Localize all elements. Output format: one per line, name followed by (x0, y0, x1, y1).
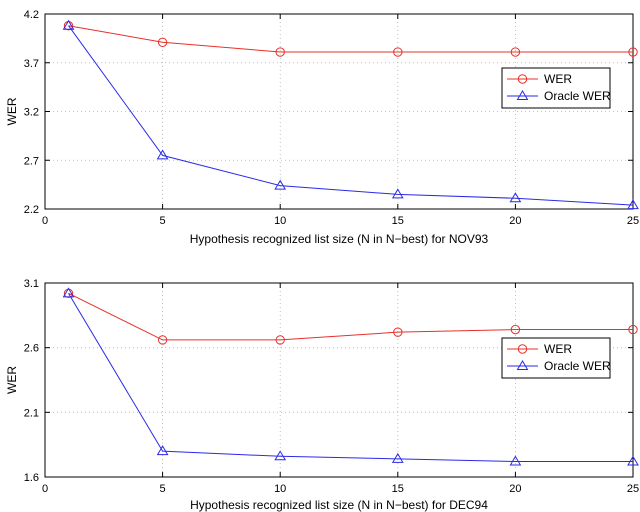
data-point-circle (628, 324, 638, 335)
series-line (68, 293, 633, 462)
data-point-triangle (156, 149, 169, 160)
series-line (68, 25, 634, 206)
data-point-triangle (274, 450, 287, 461)
data-point-circle (275, 335, 285, 345)
x-tick-label: 5 (160, 483, 166, 495)
data-point-circle (393, 47, 403, 57)
data-point-triangle (391, 452, 404, 463)
legend-box (501, 337, 611, 379)
data-point-circle (628, 47, 638, 57)
x-tick-label: 10 (274, 215, 286, 227)
legend-label: WER (544, 342, 572, 356)
data-point-triangle (627, 199, 639, 210)
y-tick-label: 3.2 (24, 107, 39, 119)
legend-label: Oracle WER (544, 89, 611, 103)
series-line (68, 25, 633, 53)
series-oracle-wer (62, 287, 639, 466)
data-point-circle (517, 344, 528, 354)
x-tick-label: 20 (509, 215, 521, 227)
chart-panel-dec94: 0 5 10 15 20 25 1.6 2.1 2.6 3.1 Hypothesis recogni… (5, 278, 639, 512)
y-tick-label: 2.1 (24, 407, 39, 419)
x-tick-label: 10 (274, 483, 286, 495)
x-tick-label: 25 (627, 215, 639, 227)
x-axis-label: Hypothesis recognized list size (N in N−… (190, 232, 489, 246)
series-wer (63, 288, 638, 345)
legend: WER Oracle WER (501, 67, 611, 109)
data-point-triangle (62, 287, 75, 298)
plot-frame (44, 282, 634, 478)
x-tick-label: 20 (509, 483, 521, 495)
legend-box (501, 67, 611, 109)
x-tick-label: 0 (42, 215, 48, 227)
data-point-circle (275, 47, 285, 57)
data-point-circle (393, 327, 403, 337)
data-point-circle (517, 74, 528, 84)
x-tick-label: 15 (392, 215, 404, 227)
chart-panel-nov93: 0 5 10 15 20 25 2.2 2.7 3.2 3.7 4.2 Hypothesis reco… (5, 9, 639, 246)
data-point-triangle (509, 455, 522, 466)
x-axis-label: Hypothesis recognized list size (N in N−… (190, 498, 488, 512)
x-tick-label: 5 (160, 215, 166, 227)
x-tick-label: 15 (392, 483, 404, 495)
series-oracle-wer (62, 19, 639, 210)
data-point-triangle (62, 19, 75, 30)
legend-label: WER (544, 72, 572, 86)
y-axis-label: WER (5, 97, 19, 125)
legend-label: Oracle WER (544, 359, 611, 373)
data-point-triangle (516, 90, 529, 100)
legend: WER Oracle WER (501, 337, 611, 379)
y-tick-label: 4.2 (24, 9, 39, 21)
y-tick-label: 2.7 (24, 155, 39, 167)
data-point-circle (510, 47, 521, 57)
data-point-triangle (274, 179, 287, 190)
y-tick-label: 2.2 (24, 204, 39, 216)
data-point-circle (157, 37, 168, 47)
x-tick-label: 25 (627, 483, 639, 495)
series-wer (63, 21, 638, 57)
data-point-triangle (156, 445, 169, 456)
series-line (68, 292, 633, 341)
data-point-triangle (509, 192, 522, 203)
data-point-triangle (516, 360, 529, 370)
y-tick-label: 3.1 (24, 278, 39, 290)
y-tick-label: 1.6 (24, 472, 39, 484)
x-tick-label: 0 (42, 483, 48, 495)
data-point-triangle (391, 188, 404, 199)
y-tick-label: 2.6 (24, 343, 39, 355)
y-tick-label: 3.7 (24, 58, 39, 70)
data-point-triangle (627, 455, 639, 466)
y-axis-label: WER (5, 366, 19, 394)
data-point-circle (510, 324, 521, 335)
data-point-circle (157, 335, 168, 345)
